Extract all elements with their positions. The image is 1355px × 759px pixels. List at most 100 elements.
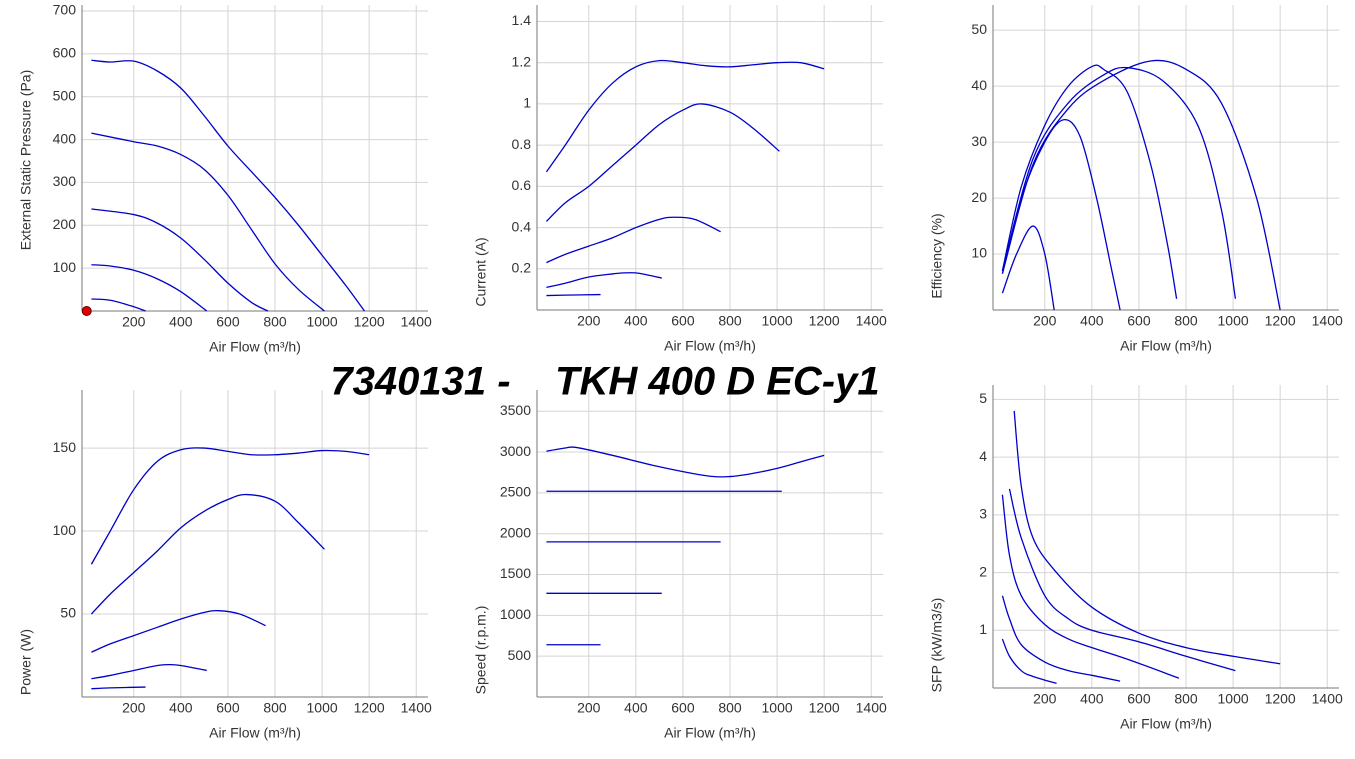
curve xyxy=(91,264,208,312)
x-tick-label: 400 xyxy=(624,700,648,716)
curve xyxy=(545,103,780,222)
y-tick-label: 1.4 xyxy=(512,12,532,28)
curve xyxy=(1013,410,1281,665)
y-axis-label: SFP (kW/m3/s) xyxy=(929,598,945,693)
x-tick-label: 600 xyxy=(671,313,695,329)
curve xyxy=(91,59,365,312)
x-tick-label: 200 xyxy=(122,700,146,716)
curve xyxy=(1001,638,1057,685)
curve xyxy=(1001,225,1055,311)
curve xyxy=(546,216,721,264)
y-tick-label: 3500 xyxy=(500,402,531,418)
curve xyxy=(546,293,601,297)
curve xyxy=(1001,595,1121,682)
chart-panel: 200 400 600 800 1000 1200 1400 50 100 150 Air Flow… xyxy=(18,390,432,741)
y-tick-label: 0.6 xyxy=(512,177,532,193)
x-tick-label: 400 xyxy=(624,313,648,329)
x-tick-label: 1000 xyxy=(307,700,338,716)
curve xyxy=(90,493,325,615)
y-tick-label: 500 xyxy=(53,87,77,103)
x-tick-label: 400 xyxy=(1080,313,1104,329)
curve xyxy=(545,59,825,173)
y-axis-label: Speed (r.p.m.) xyxy=(473,606,489,695)
x-tick-label: 1200 xyxy=(354,314,385,330)
y-tick-label: 20 xyxy=(971,189,987,205)
x-tick-label: 1000 xyxy=(307,314,338,330)
y-axis-label: External Static Pressure (Pa) xyxy=(18,70,34,251)
x-tick-label: 600 xyxy=(216,314,240,330)
y-tick-label: 4 xyxy=(979,448,987,464)
curve xyxy=(1001,64,1178,299)
curve xyxy=(546,272,662,288)
curve xyxy=(90,447,370,565)
x-tick-label: 800 xyxy=(718,700,742,716)
x-tick-label: 1000 xyxy=(762,313,793,329)
x-tick-label: 400 xyxy=(169,700,193,716)
y-tick-label: 100 xyxy=(53,522,77,538)
x-tick-label: 1400 xyxy=(856,700,887,716)
marker-point xyxy=(81,306,92,316)
y-tick-label: 2000 xyxy=(500,524,531,540)
y-tick-label: 0.4 xyxy=(512,218,532,234)
y-tick-label: 1 xyxy=(979,621,987,637)
y-axis-label: Current (A) xyxy=(473,237,489,306)
y-tick-label: 10 xyxy=(971,245,987,261)
y-tick-label: 50 xyxy=(971,21,987,37)
x-tick-label: 400 xyxy=(1080,691,1104,707)
x-tick-label: 1400 xyxy=(1312,313,1343,329)
curve xyxy=(1008,488,1236,672)
y-tick-label: 2 xyxy=(979,563,987,579)
curve xyxy=(1001,59,1281,311)
x-axis-label: Air Flow (m³/h) xyxy=(1120,716,1212,732)
y-tick-label: 30 xyxy=(971,133,987,149)
curve xyxy=(1001,118,1121,311)
y-tick-label: 1.2 xyxy=(512,53,532,69)
chart-panel: 200 400 600 800 1000 1200 1400 100 200 300 400 500 6… xyxy=(18,2,432,355)
x-axis-label: Air Flow (m³/h) xyxy=(209,725,301,741)
x-tick-label: 1000 xyxy=(762,700,793,716)
x-axis-label: Air Flow (m³/h) xyxy=(664,725,756,741)
x-tick-label: 1200 xyxy=(809,700,840,716)
y-tick-label: 0.8 xyxy=(512,136,532,152)
curve xyxy=(91,132,325,312)
charts: 200 400 600 800 1000 1200 14001002003004005006… xyxy=(18,2,1343,741)
y-tick-label: 300 xyxy=(53,173,77,189)
y-tick-label: 150 xyxy=(53,439,77,455)
x-tick-label: 1000 xyxy=(1218,313,1249,329)
x-tick-label: 1400 xyxy=(401,700,432,716)
y-tick-label: 100 xyxy=(53,259,77,275)
x-tick-label: 1200 xyxy=(1265,691,1296,707)
x-tick-label: 600 xyxy=(1127,313,1151,329)
curve xyxy=(91,686,146,690)
page-title: 7340131 - TKH 400 D EC-y1 xyxy=(330,360,879,404)
curve xyxy=(91,298,146,312)
y-tick-label: 40 xyxy=(971,77,987,93)
curve xyxy=(91,609,266,653)
y-tick-label: 3 xyxy=(979,506,987,522)
chart-panel: 200 400 600 800 1000 1200 1400 0.2 0.4 0.6 0.8 1 1.2… xyxy=(473,5,887,354)
y-tick-label: 200 xyxy=(53,216,77,232)
y-tick-label: 0.2 xyxy=(512,259,532,275)
y-tick-label: 600 xyxy=(53,45,77,61)
curve xyxy=(91,663,207,680)
curve xyxy=(91,208,269,312)
curve xyxy=(1001,66,1237,299)
x-tick-label: 800 xyxy=(718,313,742,329)
y-tick-label: 700 xyxy=(53,2,77,18)
x-tick-label: 1400 xyxy=(401,314,432,330)
curve xyxy=(1001,494,1180,679)
x-tick-label: 200 xyxy=(122,314,146,330)
chart-panel: 200 400 600 800 1000 1200 1400 10 20 30 40 50 Air Fl… xyxy=(929,5,1343,354)
x-tick-label: 1200 xyxy=(1265,313,1296,329)
x-tick-label: 1200 xyxy=(809,313,840,329)
y-axis-label: Power (W) xyxy=(18,629,34,695)
x-tick-label: 600 xyxy=(216,700,240,716)
x-tick-label: 600 xyxy=(1127,691,1151,707)
x-tick-label: 800 xyxy=(1174,313,1198,329)
x-axis-label: Air Flow (m³/h) xyxy=(1120,338,1212,354)
x-tick-label: 200 xyxy=(1033,313,1057,329)
x-tick-label: 800 xyxy=(1174,691,1198,707)
x-tick-label: 400 xyxy=(169,314,193,330)
y-axis-label: Efficiency (%) xyxy=(929,213,945,298)
